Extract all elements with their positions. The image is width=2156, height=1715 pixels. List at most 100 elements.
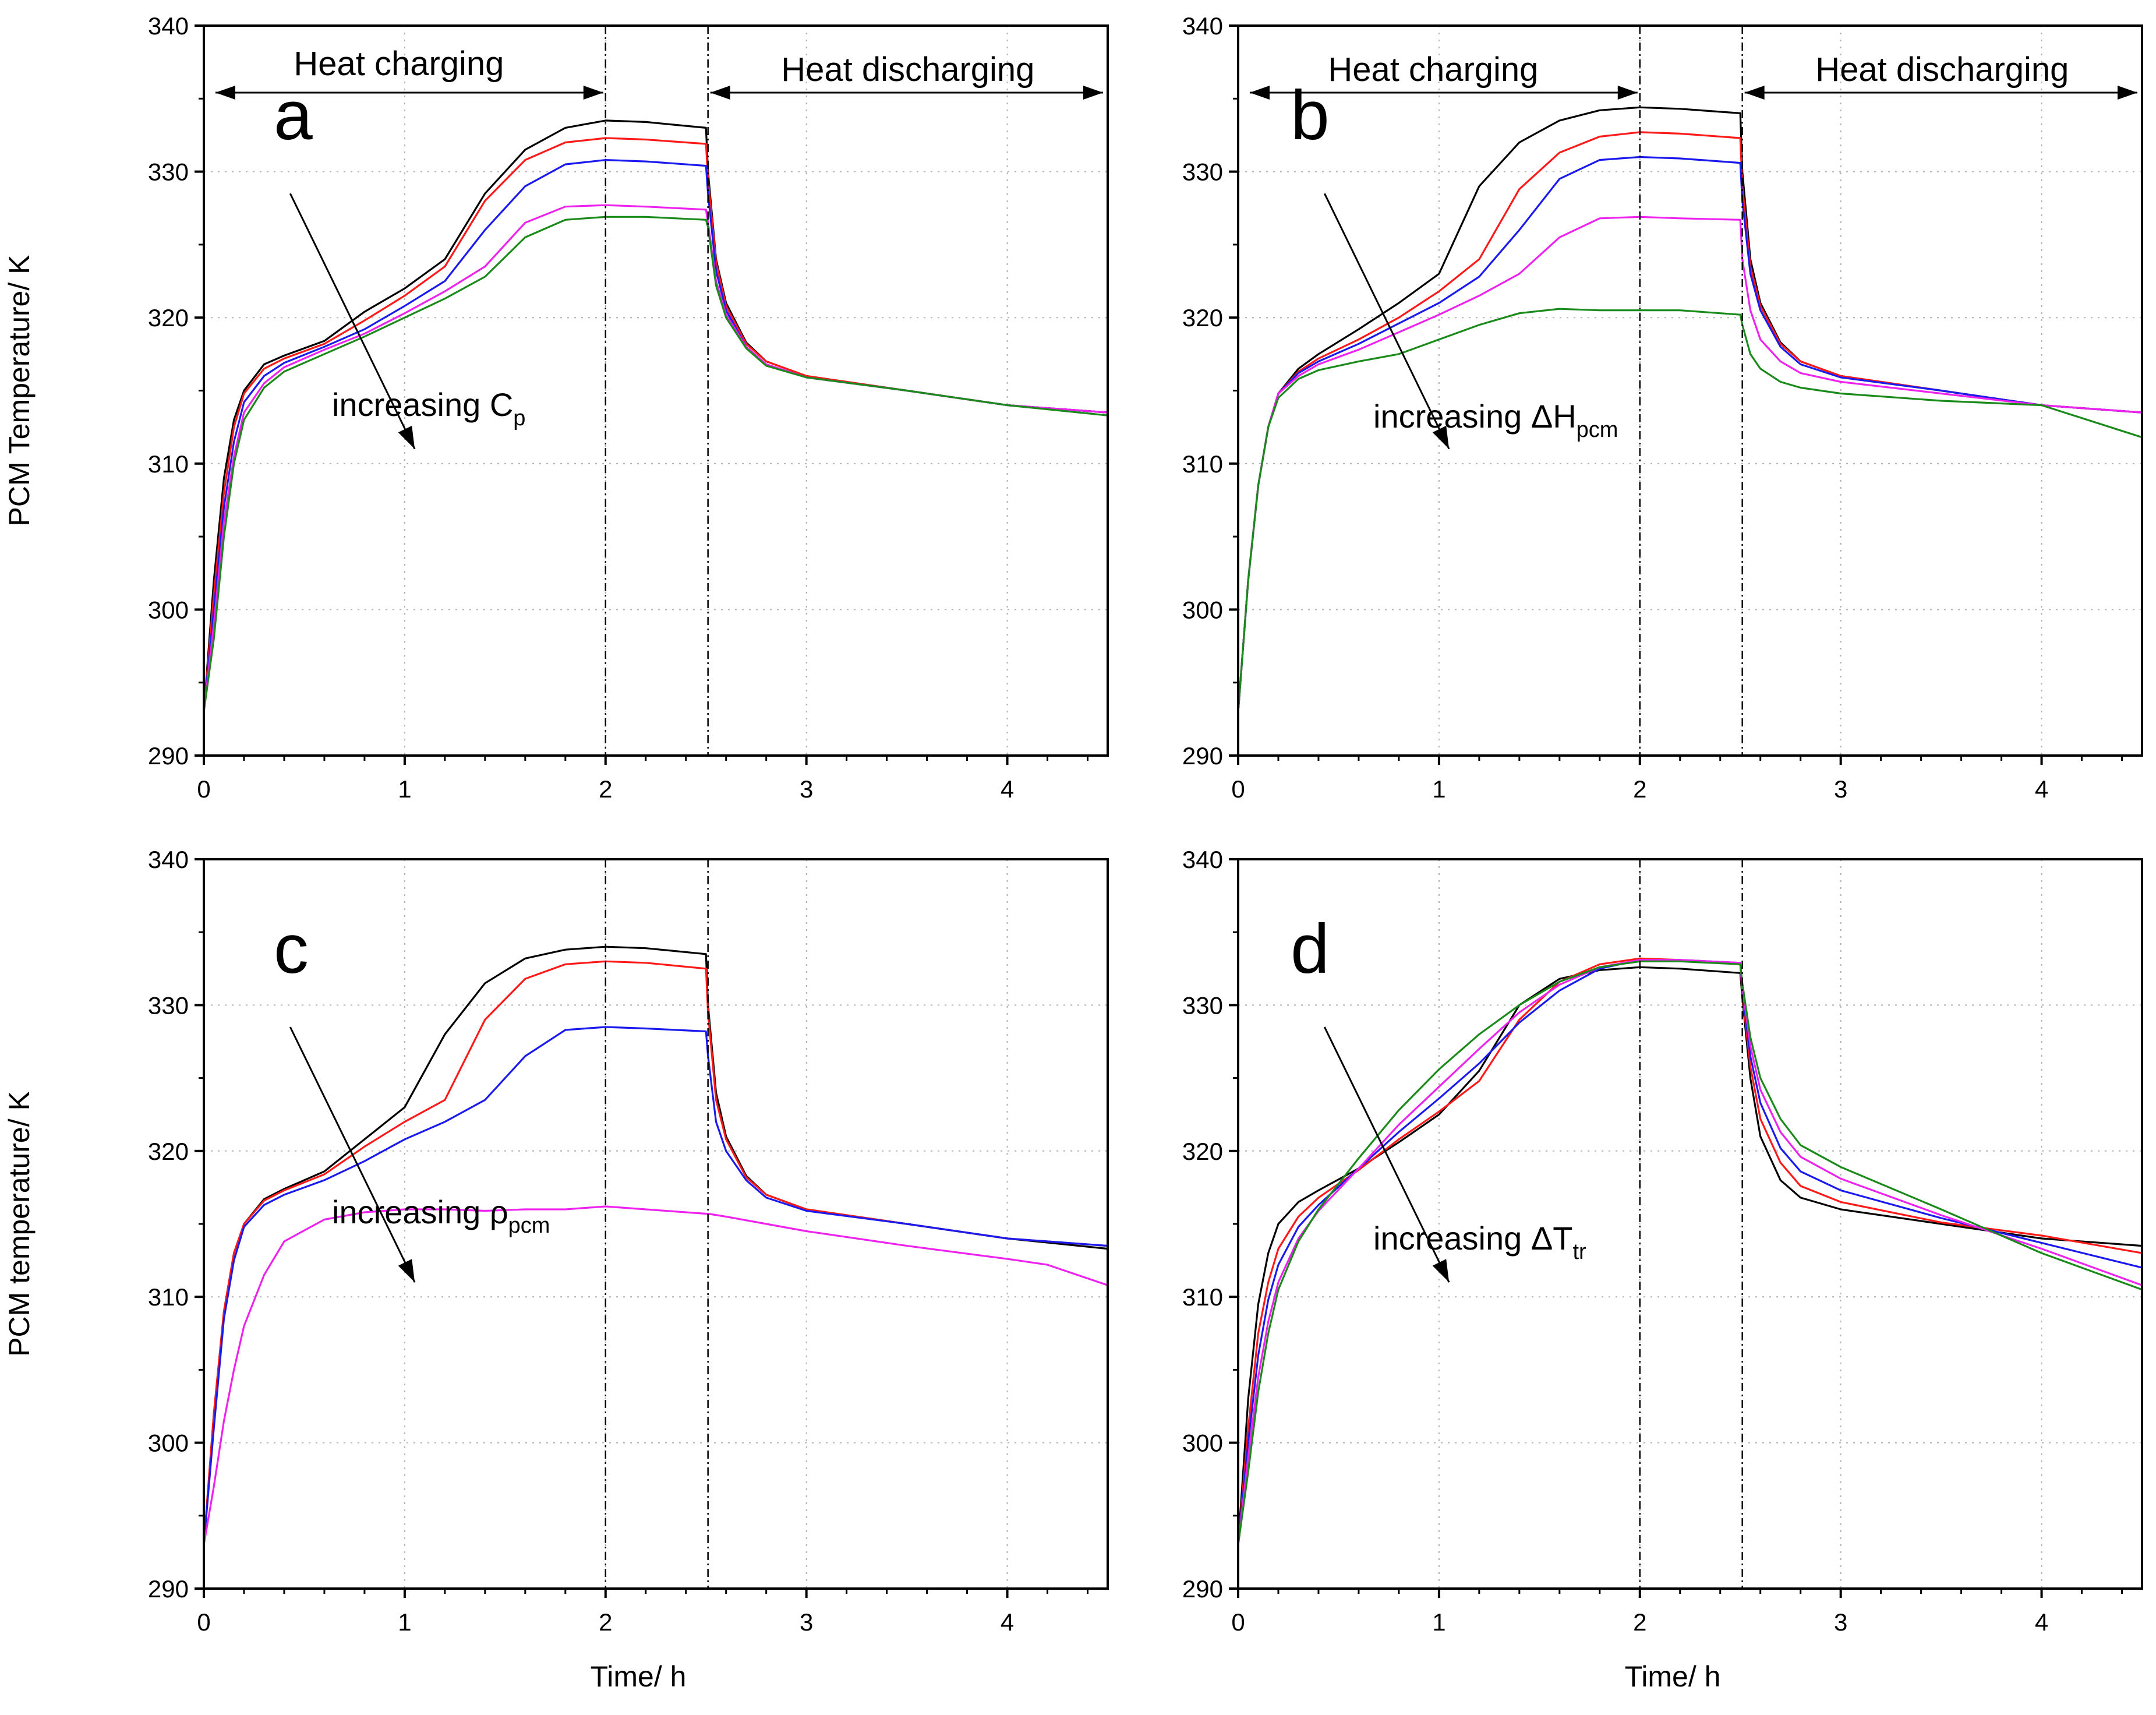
charging-arrow-head-left (1250, 86, 1270, 100)
series-line-green (203, 216, 1108, 712)
x-tick-label: 4 (1001, 1608, 1014, 1636)
x-tick-label: 2 (599, 775, 612, 803)
heat-charging-label: Heat charging (1328, 51, 1538, 89)
y-axis-title: PCM temperature/ K (3, 1091, 36, 1357)
y-tick-label: 320 (1182, 1138, 1223, 1165)
trend-annotation-main: increasing ΔH (1373, 398, 1577, 435)
y-tick-label: 290 (1182, 1575, 1223, 1603)
trend-annotation-subscript: pcm (508, 1213, 550, 1238)
x-tick-label: 2 (599, 1608, 612, 1636)
y-tick-label: 300 (148, 1430, 189, 1457)
y-tick-label: 310 (148, 450, 189, 478)
series-line-black (203, 945, 1108, 1545)
y-tick-label: 290 (148, 742, 189, 770)
y-tick-label: 340 (1182, 846, 1223, 873)
y-tick-label: 310 (1182, 450, 1223, 478)
series-line-blue (203, 1026, 1108, 1545)
x-tick-label: 1 (398, 775, 411, 803)
series-line-magenta (203, 1205, 1108, 1545)
x-tick-label: 1 (1432, 1608, 1445, 1636)
trend-annotation: increasing Cp (332, 386, 525, 430)
y-tick-label: 340 (1182, 12, 1223, 40)
trend-arrow (289, 1026, 416, 1283)
y-tick-label: 290 (148, 1575, 189, 1603)
y-tick-label: 320 (1182, 304, 1223, 331)
y-tick-label: 330 (1182, 991, 1223, 1019)
y-tick-label: 310 (1182, 1283, 1223, 1311)
trend-arrow-head (398, 1259, 415, 1283)
charging-arrow-head-right (1617, 86, 1638, 100)
series-line-blue (1237, 959, 2143, 1545)
trend-arrow (1323, 193, 1450, 450)
trend-annotation-subscript: pcm (1577, 418, 1618, 442)
charging-arrow-head-left (215, 86, 235, 100)
x-tick-label: 3 (800, 1608, 813, 1636)
trend-annotation-subscript: tr (1572, 1240, 1586, 1264)
panel-letter: b (1291, 76, 1330, 154)
trend-arrow (289, 193, 416, 450)
discharging-arrow-head-right (1083, 86, 1103, 100)
series-line-blue (203, 159, 1108, 712)
y-tick-label: 300 (148, 596, 189, 623)
y-tick-label: 300 (1182, 596, 1223, 623)
series-line-magenta (203, 204, 1108, 712)
heat-discharging-label: Heat discharging (781, 51, 1034, 89)
discharging-arrow-head-left (1744, 86, 1765, 100)
charging-arrow-head-right (583, 86, 603, 100)
series-line-green (1237, 960, 2143, 1545)
x-tick-label: 2 (1633, 1608, 1646, 1636)
x-tick-label: 1 (398, 1608, 411, 1636)
x-axis-title: Time/ h (591, 1660, 687, 1693)
x-tick-label: 2 (1633, 775, 1646, 803)
x-axis-title: Time/ h (1625, 1660, 1721, 1693)
y-tick-label: 310 (148, 1283, 189, 1311)
trend-annotation: increasing ΔTtr (1373, 1220, 1586, 1264)
trend-annotation-main: increasing ΔT (1373, 1220, 1572, 1257)
series-line-magenta (1237, 959, 2143, 1545)
y-tick-label: 330 (148, 158, 189, 186)
trend-annotation: increasing ΔHpcm (1373, 398, 1618, 442)
heat-discharging-label: Heat discharging (1815, 51, 2069, 89)
series-line-magenta (1237, 216, 2143, 712)
y-axis-title: PCM Temperature/ K (3, 255, 36, 527)
x-tick-label: 0 (197, 775, 210, 803)
trend-arrow-head (1432, 425, 1450, 449)
panel-letter: c (274, 910, 309, 988)
x-tick-label: 3 (1834, 1608, 1847, 1636)
heat-charging-label: Heat charging (294, 45, 504, 83)
trend-annotation-main: increasing C (332, 386, 513, 423)
series-line-red (203, 960, 1108, 1545)
series-line-red (1237, 957, 2143, 1545)
trend-arrow-head (1432, 1259, 1450, 1283)
x-tick-label: 0 (197, 1608, 210, 1636)
panel-d: 0 1 2 3 4 290 300 310 320 330 340 Time/ h d increasin… (1182, 846, 2143, 1693)
x-tick-label: 4 (2035, 775, 2048, 803)
y-tick-label: 340 (148, 12, 189, 40)
y-tick-label: 300 (1182, 1430, 1223, 1457)
panel-letter: a (274, 76, 313, 154)
trend-arrow (1323, 1026, 1450, 1283)
panel-a: 0 1 2 3 4 290 300 310 320 330 340 PCM Temperature/ … (3, 12, 1109, 803)
discharging-arrow-head-right (2118, 86, 2137, 100)
x-tick-label: 3 (800, 775, 813, 803)
y-tick-label: 330 (148, 991, 189, 1019)
series-line-red (203, 137, 1108, 712)
trend-annotation-subscript: p (513, 406, 525, 430)
trend-annotation-main: increasing ρ (332, 1194, 508, 1230)
trend-annotation: increasing ρpcm (332, 1194, 550, 1238)
y-tick-label: 340 (148, 846, 189, 873)
series-line-green (1237, 308, 2143, 712)
x-tick-label: 0 (1231, 1608, 1245, 1636)
y-tick-label: 330 (1182, 158, 1223, 186)
x-tick-label: 4 (1001, 775, 1014, 803)
x-tick-label: 4 (2035, 1608, 2048, 1636)
discharging-arrow-head-left (710, 86, 730, 100)
panel-letter: d (1291, 910, 1330, 988)
x-tick-label: 1 (1432, 775, 1445, 803)
y-tick-label: 290 (1182, 742, 1223, 770)
y-tick-label: 320 (148, 304, 189, 331)
x-tick-label: 0 (1231, 775, 1245, 803)
x-tick-label: 3 (1834, 775, 1847, 803)
